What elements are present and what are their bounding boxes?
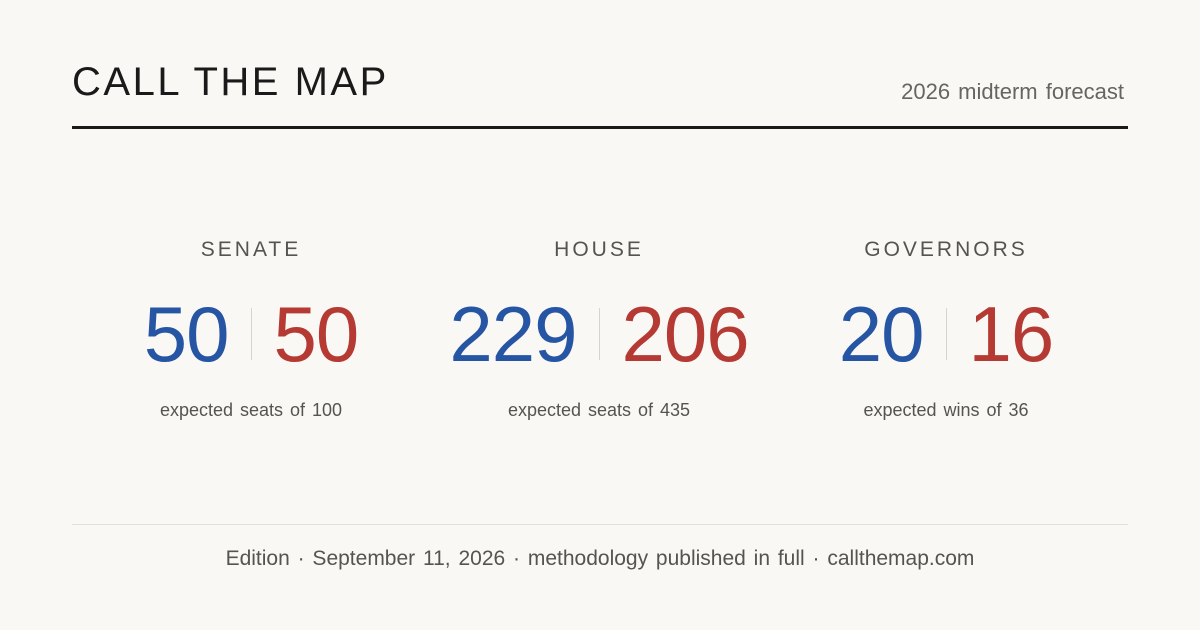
brand-title: CALL THE MAP	[72, 60, 389, 104]
senate-label: SENATE	[200, 238, 302, 261]
governors-divider	[945, 308, 947, 360]
footer-divider	[72, 524, 1128, 525]
governors-rep-count: 16	[968, 290, 1055, 378]
senate-tile: SENATE 50 50 expected seats of 100	[110, 236, 392, 422]
senate-rep-count: 50	[273, 290, 360, 378]
house-caption: expected seats of 435	[507, 400, 691, 420]
house-rep-count: 206	[621, 290, 750, 378]
house-label: HOUSE	[554, 238, 644, 261]
governors-dem-count: 20	[838, 290, 925, 378]
house-divider	[598, 308, 600, 360]
senate-numbers: 50 50	[110, 292, 392, 376]
house-numbers: 229 206	[420, 292, 778, 376]
senate-caption: expected seats of 100	[159, 400, 343, 420]
forecast-tagline: 2026 midterm forecast	[901, 79, 1124, 104]
header: CALL THE MAP 2026 midterm forecast	[72, 58, 1128, 108]
senate-dem-count: 50	[143, 290, 230, 378]
header-divider	[72, 126, 1128, 129]
house-tile: HOUSE 229 206 expected seats of 435	[420, 236, 778, 422]
senate-divider	[250, 308, 252, 360]
governors-tile: GOVERNORS 20 16 expected wins of 36	[806, 236, 1086, 422]
governors-label: GOVERNORS	[864, 238, 1028, 261]
house-dem-count: 229	[449, 290, 577, 378]
footer-edition-line: Edition · September 11, 2026 · methodolo…	[225, 547, 975, 570]
governors-numbers: 20 16	[806, 292, 1086, 376]
governors-caption: expected wins of 36	[863, 400, 1029, 420]
